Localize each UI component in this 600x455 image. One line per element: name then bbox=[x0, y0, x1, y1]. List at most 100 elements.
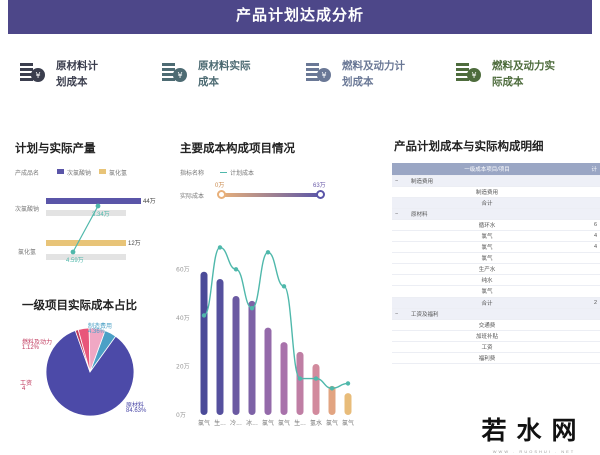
x-tick-label: 氯气 bbox=[326, 419, 338, 427]
expand-toggle bbox=[392, 319, 408, 331]
legend-item[interactable]: 次氯酸钠 bbox=[67, 171, 92, 177]
table-row[interactable]: 交通费 bbox=[392, 319, 600, 331]
coin-stack-icon: ¥ bbox=[162, 63, 187, 82]
slider-label: 实际成本 bbox=[180, 194, 205, 200]
legend-swatch bbox=[99, 169, 106, 174]
bar-track bbox=[46, 254, 126, 260]
expand-toggle bbox=[392, 285, 408, 298]
table-header-value[interactable]: 计 bbox=[566, 163, 600, 176]
section-title-detail-table: 产品计划成本与实际构成明细 bbox=[394, 141, 544, 153]
table-header-item[interactable]: 一级成本项目/项目 bbox=[408, 163, 566, 176]
plan-cost-point bbox=[281, 284, 287, 289]
line-point bbox=[70, 249, 76, 255]
table-row[interactable]: 加班补贴 bbox=[392, 330, 600, 342]
table-cell-name: 纯水 bbox=[408, 274, 566, 287]
table-cell-name: 氯气 bbox=[408, 252, 566, 265]
pie-value: 1.12% bbox=[22, 345, 40, 351]
table-row[interactable]: 制造费用 bbox=[392, 186, 600, 198]
pie-label: 原材料 bbox=[126, 403, 145, 409]
plan-cost-line bbox=[203, 246, 349, 389]
plan-cost-point bbox=[201, 313, 207, 318]
svg-text:¥: ¥ bbox=[321, 71, 326, 80]
table-header-expand[interactable] bbox=[392, 163, 408, 176]
table-cell-name: 合计 bbox=[408, 297, 566, 309]
slider-handle-min[interactable] bbox=[217, 190, 226, 199]
expand-toggle[interactable]: − bbox=[392, 208, 408, 220]
kpi-label: 际成本 bbox=[492, 76, 524, 88]
watermark-text: 若水网 bbox=[481, 417, 587, 445]
table-cell-value bbox=[566, 186, 600, 198]
slider-handle-max[interactable] bbox=[316, 190, 325, 199]
detail-table: 一级成本项目/项目 计 − 制造费用 制造费用 合计 − 原材料 循环水 6 氯气 4 氯气 4 氯气生… bbox=[392, 163, 600, 365]
bar-actual[interactable] bbox=[46, 240, 126, 246]
plan-cost-point bbox=[233, 267, 239, 272]
table-cell-name: 交通费 bbox=[408, 319, 566, 331]
kpi-card-material-plan[interactable]: ¥ 原材料计 划成本 bbox=[20, 58, 98, 94]
filter-label: 指标名称 bbox=[180, 171, 205, 177]
line-point bbox=[95, 203, 101, 209]
kpi-label: 原材料实际 bbox=[198, 60, 251, 72]
table-row[interactable]: − 工资及福利 bbox=[392, 308, 600, 320]
table-row[interactable]: 生产水 bbox=[392, 263, 600, 276]
pie-slice bbox=[88, 327, 106, 373]
table-cell-value bbox=[566, 208, 600, 220]
filter-label: 产成品名 bbox=[15, 171, 40, 177]
table-cell-name: 工资 bbox=[408, 341, 566, 354]
table-cell-value bbox=[566, 252, 600, 265]
table-cell-name: 原材料 bbox=[408, 208, 566, 220]
table-cell-value bbox=[566, 319, 600, 331]
kpi-label: 划成本 bbox=[342, 76, 374, 88]
kpi-card-material-actual[interactable]: ¥ 原材料实际 成本 bbox=[162, 58, 251, 94]
table-row[interactable]: 氯气 bbox=[392, 252, 600, 265]
expand-toggle[interactable]: − bbox=[392, 308, 408, 320]
table-row[interactable]: 氯气 bbox=[392, 285, 600, 298]
expand-toggle bbox=[392, 341, 408, 354]
pie-value: 84.63% bbox=[126, 408, 147, 414]
expand-toggle bbox=[392, 263, 408, 276]
legend-swatch bbox=[57, 169, 64, 174]
table-cell-name: 福利费 bbox=[408, 352, 566, 365]
table-row[interactable]: 福利费 bbox=[392, 352, 600, 365]
kpi-card-fuel-actual[interactable]: ¥ 燃料及动力实 际成本 bbox=[456, 58, 555, 94]
expand-toggle bbox=[392, 252, 408, 265]
cost-bar bbox=[232, 296, 240, 415]
legend-item[interactable]: 氯化氢 bbox=[109, 171, 128, 177]
expand-toggle[interactable]: − bbox=[392, 175, 408, 187]
section-title-plan-vs-actual: 计划与实际产量 bbox=[15, 143, 96, 155]
legend-item[interactable]: 计划成本 bbox=[230, 171, 255, 177]
table-cell-name: 循环水 bbox=[408, 219, 566, 231]
table-cell-value bbox=[566, 341, 600, 354]
x-tick-label: 生... bbox=[294, 419, 306, 427]
table-cell-name: 工资及福利 bbox=[408, 308, 566, 320]
table-row[interactable]: 工资 bbox=[392, 341, 600, 354]
slider-max: 63万 bbox=[313, 183, 326, 189]
table-row[interactable]: 氯气 4 bbox=[392, 230, 600, 243]
expand-toggle bbox=[392, 241, 408, 254]
line-value: 4.59万 bbox=[66, 258, 84, 264]
table-row[interactable]: 循环水 6 bbox=[392, 219, 600, 231]
table-cell-value bbox=[566, 330, 600, 342]
table-row[interactable]: 纯水 bbox=[392, 274, 600, 287]
cost-bar bbox=[344, 393, 352, 415]
table-cell-value bbox=[566, 175, 600, 187]
section-title-cost-items: 主要成本构成项目情况 bbox=[180, 143, 295, 155]
first-level-pie-chart bbox=[45, 327, 135, 417]
expand-toggle bbox=[392, 274, 408, 287]
range-slider[interactable] bbox=[221, 193, 321, 197]
bar-actual[interactable] bbox=[46, 198, 141, 204]
pie-label: 燃料及动力 bbox=[22, 340, 53, 346]
coin-stack-icon: ¥ bbox=[20, 63, 45, 82]
table-row[interactable]: − 原材料 bbox=[392, 208, 600, 220]
kpi-label: 划成本 bbox=[56, 76, 88, 88]
table-row[interactable]: 合计 2 bbox=[392, 297, 600, 309]
pie-value: 4.36% bbox=[88, 329, 106, 335]
table-cell-value bbox=[566, 308, 600, 320]
expand-toggle bbox=[392, 219, 408, 231]
table-row[interactable]: 氯气 4 bbox=[392, 241, 600, 254]
table-row[interactable]: − 制造费用 bbox=[392, 175, 600, 187]
table-row[interactable]: 合计 bbox=[392, 197, 600, 209]
kpi-card-fuel-plan[interactable]: ¥ 燃料及动力计 划成本 bbox=[306, 58, 405, 94]
coin-stack-icon: ¥ bbox=[306, 63, 331, 82]
table-cell-value bbox=[566, 197, 600, 209]
x-tick-label: 冷... bbox=[230, 419, 242, 427]
